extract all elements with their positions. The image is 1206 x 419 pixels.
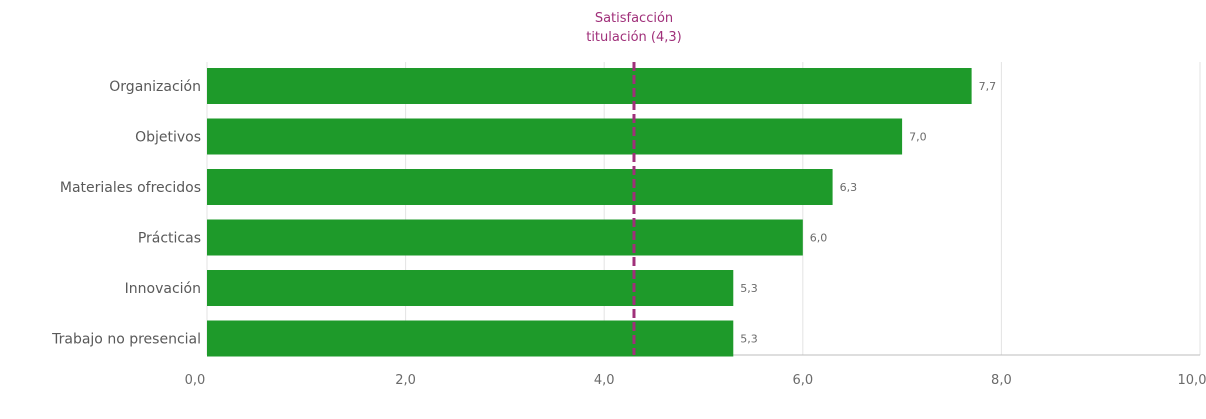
x-tick-label: 2,0 [395, 373, 416, 388]
bar-value-label: 5,3 [740, 333, 758, 346]
category-label: Trabajo no presencial [51, 332, 201, 348]
bar[interactable] [207, 118, 903, 155]
bar[interactable] [207, 68, 972, 104]
x-tick-label: 4,0 [594, 373, 615, 388]
reference-line-label: titulación (4,3) [586, 30, 682, 45]
reference-line-label: Satisfacción [595, 11, 673, 26]
x-tick-label: 10,0 [1178, 373, 1206, 388]
bar[interactable] [207, 320, 734, 357]
bar-value-label: 5,3 [740, 282, 758, 295]
category-label: Innovación [125, 281, 201, 297]
bar-value-label: 7,0 [909, 131, 927, 144]
bar-value-label: 6,0 [810, 232, 828, 245]
bar-value-label: 6,3 [840, 181, 858, 194]
x-tick-label: 8,0 [991, 373, 1012, 388]
grid-lines [206, 62, 1201, 356]
category-label: Prácticas [138, 231, 201, 247]
category-label: Materiales ofrecidos [60, 180, 201, 196]
bar[interactable] [207, 219, 803, 256]
category-label: Organización [109, 79, 201, 95]
bar[interactable] [207, 270, 734, 306]
category-label: Objetivos [135, 130, 201, 146]
bar[interactable] [207, 169, 833, 205]
x-tick-label: 0,0 [185, 373, 206, 388]
bars [207, 68, 972, 357]
x-tick-label: 6,0 [792, 373, 813, 388]
bar-value-label: 7,7 [979, 80, 997, 93]
labels: 0,0 2,0 4,0 6,0 8,0 10,0 Organización 7,7 Objeti… [51, 11, 1206, 388]
